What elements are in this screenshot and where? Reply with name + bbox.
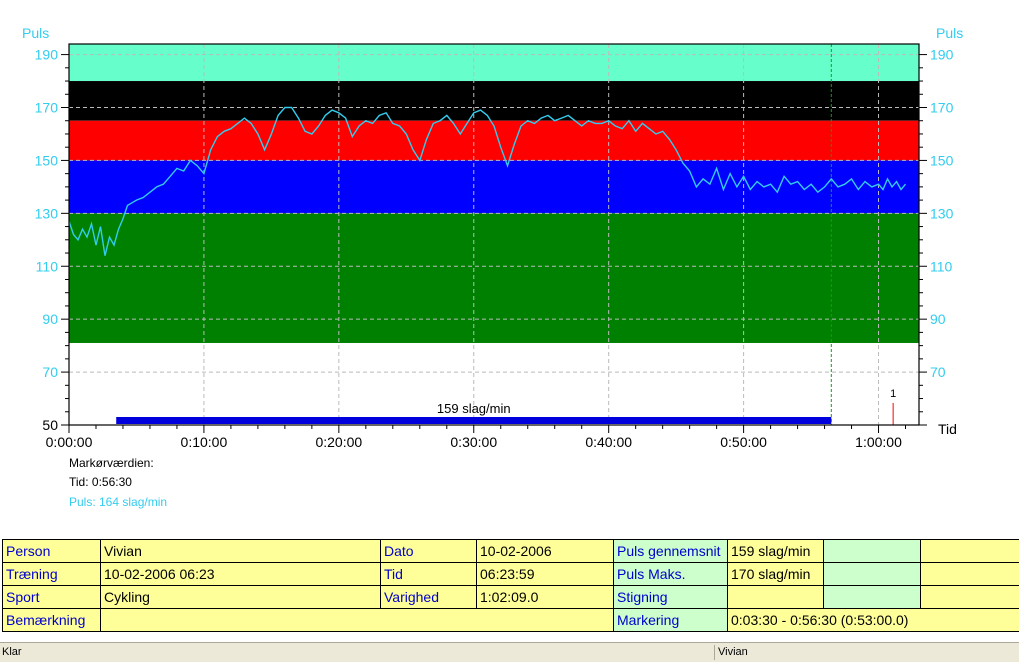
sport-value[interactable]: Cykling [101, 586, 381, 609]
person-label: Person [3, 540, 101, 563]
zone-band [69, 160, 919, 213]
summary-cell [824, 563, 921, 586]
y-axis-title-right: Puls [936, 25, 963, 41]
person-value[interactable]: Vivian [101, 540, 381, 563]
summary-cell [921, 586, 1019, 609]
summary-cell [824, 540, 921, 563]
summary-row: Person Vivian Dato 10-02-2006 Puls genne… [3, 540, 1019, 563]
y-tick-label-left: 70 [42, 364, 58, 380]
status-user: Vivian [718, 646, 748, 658]
marking-value: 0:03:30 - 0:56:30 (0:53:00.0) [728, 609, 1019, 632]
avg-pulse-value: 159 slag/min [728, 540, 824, 563]
y-tick-label-right: 110 [930, 258, 953, 274]
status-divider [714, 645, 715, 660]
status-text: Klar [2, 646, 22, 658]
marking-bar [116, 417, 831, 424]
duration-label: Varighed [381, 586, 477, 609]
summary-table: Person Vivian Dato 10-02-2006 Puls genne… [2, 539, 1019, 632]
summary-row: Træning 10-02-2006 06:23 Tid 06:23:59 Pu… [3, 563, 1019, 586]
avg-pulse-label: Puls gennemsnit [614, 540, 728, 563]
climb-label: Stigning [614, 586, 728, 609]
summary-cell [824, 586, 921, 609]
x-tick-label: 0:30:00 [450, 434, 497, 450]
y-tick-label-left: 170 [35, 100, 59, 116]
y-tick-label-left: 150 [35, 152, 59, 168]
y-tick-label-left: 110 [36, 258, 59, 274]
max-pulse-value: 170 slag/min [728, 563, 824, 586]
y-tick-label-left: 190 [35, 47, 59, 63]
x-tick-label: 0:50:00 [720, 434, 767, 450]
summary-cell [921, 563, 1019, 586]
summary-row: Bemærkning Markering 0:03:30 - 0:56:30 (… [3, 609, 1019, 632]
summary-cell [921, 540, 1019, 563]
zone-band [69, 81, 919, 121]
y-tick-label-right: 170 [930, 100, 954, 116]
note-value[interactable] [101, 609, 614, 632]
duration-value: 1:02:09.0 [477, 586, 614, 609]
summary-row: Sport Cykling Varighed 1:02:09.0 Stignin… [3, 586, 1019, 609]
zone-band [69, 213, 919, 343]
marker-time: Tid: 0:56:30 [69, 475, 132, 489]
x-tick-label: 0:10:00 [181, 434, 228, 450]
y-tick-label-right: 70 [930, 364, 946, 380]
max-pulse-label: Puls Maks. [614, 563, 728, 586]
marker-title: Markørværdien: [69, 456, 154, 470]
marking-label: Markering [614, 609, 728, 632]
climb-value [728, 586, 824, 609]
y-tick-label-right: 90 [930, 311, 946, 327]
y-tick-label-right: 190 [930, 47, 954, 63]
training-label: Træning [3, 563, 101, 586]
marking-bar-label: 159 slag/min [437, 401, 511, 416]
sport-label: Sport [3, 586, 101, 609]
zone-band [69, 44, 919, 81]
x-tick-label: 0:20:00 [315, 434, 362, 450]
training-value[interactable]: 10-02-2006 06:23 [101, 563, 381, 586]
y-tick-label-left: 50 [42, 417, 58, 433]
x-tick-label: 0:00:00 [46, 434, 93, 450]
status-bar: Klar Vivian [0, 642, 1019, 662]
y-tick-label-left: 130 [35, 205, 59, 221]
lap-marker-label: 1 [890, 388, 896, 400]
marker-pulse: Puls: 164 slag/min [69, 495, 167, 509]
y-tick-label-left: 90 [42, 311, 58, 327]
y-tick-label-right: 150 [930, 152, 954, 168]
y-axis-title-left: Puls [22, 25, 49, 41]
x-tick-label: 0:40:00 [585, 434, 632, 450]
time-value[interactable]: 06:23:59 [477, 563, 614, 586]
y-tick-label-right: 130 [930, 205, 954, 221]
note-label: Bemærkning [3, 609, 101, 632]
x-axis-title: Tid [938, 421, 957, 437]
date-label: Dato [381, 540, 477, 563]
date-value[interactable]: 10-02-2006 [477, 540, 614, 563]
x-tick-label: 1:00:00 [855, 434, 902, 450]
time-label: Tid [381, 563, 477, 586]
